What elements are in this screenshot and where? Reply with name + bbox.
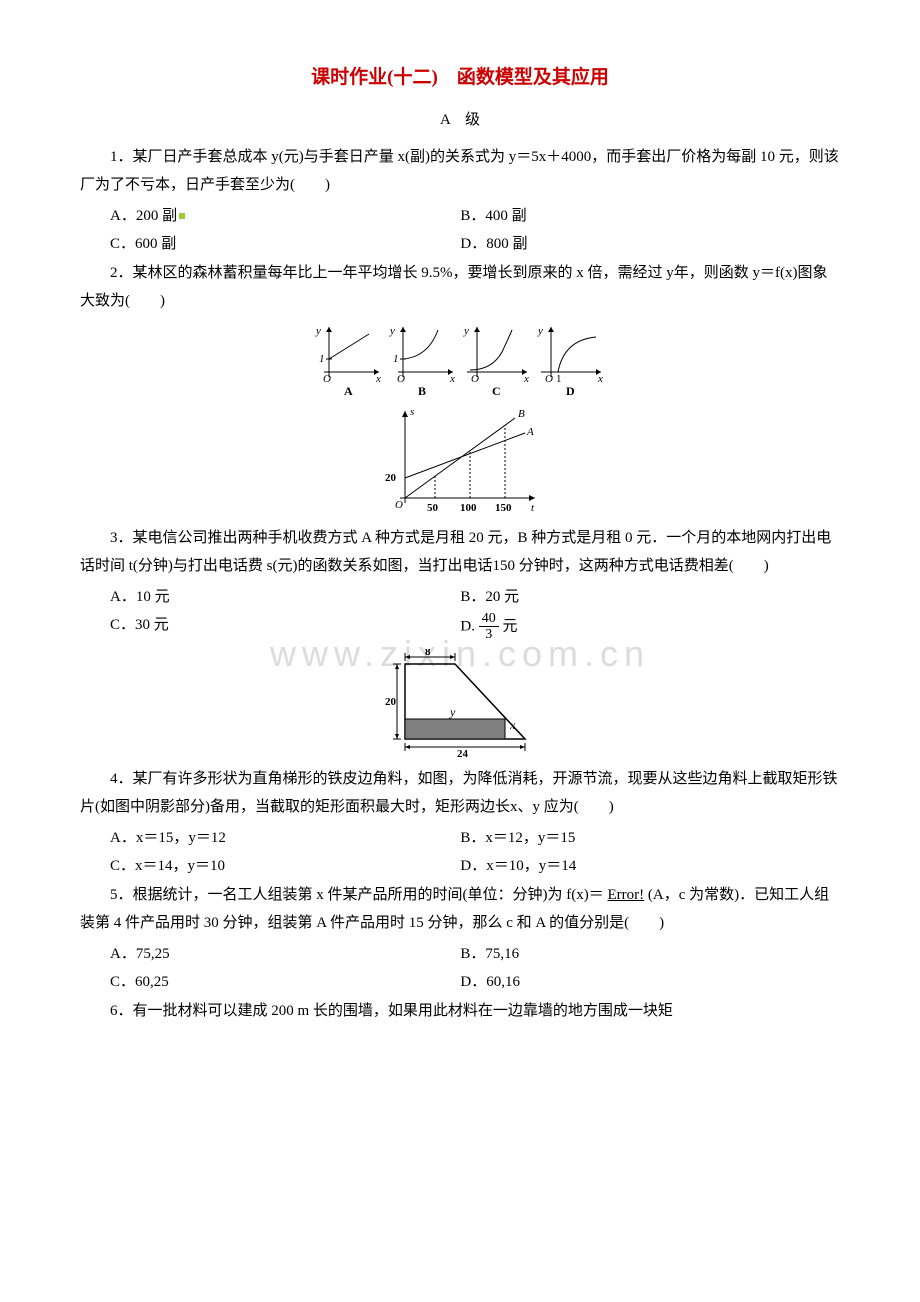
q5-text: 5．根据统计，一名工人组装第 x 件某产品所用的时间(单位：分钟)为 f(x)＝… (80, 881, 840, 938)
q4-text: 4．某厂有许多形状为直角梯形的铁皮边角料，如图，为降低消耗，开源节流，现要从这些… (80, 765, 840, 822)
q3-graph: O t s 20 B A 50 100 150 (375, 403, 545, 518)
q4-figure: 8 20 24 x y (80, 649, 840, 759)
content-area: 课时作业(十二) 函数模型及其应用 A 级 1．某厂日产手套总成本 y(元)与手… (80, 60, 840, 1025)
q2-graph-d: x y O 1 D (536, 322, 606, 397)
q4-d: D．x＝10，y＝14 (460, 852, 810, 881)
q1-d: D．800 副 (460, 230, 810, 259)
svg-text:A: A (344, 384, 353, 397)
q3-a: A．10 元 (110, 583, 460, 612)
q3-d-num: 40 (479, 611, 499, 627)
q2-figure-row: 1 x y O A 1 x y O B x y O C (80, 322, 840, 397)
svg-text:y: y (389, 325, 395, 337)
q3-text: 3．某电信公司推出两种手机收费方式 A 种方式是月租 20 元，B 种方式是月租… (80, 524, 840, 581)
svg-text:x: x (375, 373, 381, 385)
svg-text:x: x (509, 718, 516, 732)
svg-text:x: x (523, 373, 529, 385)
svg-text:B: B (518, 408, 525, 420)
q1-a: A．200 副 (110, 202, 460, 231)
q5-options: A．75,25 B．75,16 C．60,25 D．60,16 (110, 940, 840, 997)
svg-text:50: 50 (427, 502, 439, 514)
q3-figure: O t s 20 B A 50 100 150 (80, 403, 840, 518)
page-title: 课时作业(十二) 函数模型及其应用 (80, 60, 840, 96)
svg-text:20: 20 (385, 696, 397, 708)
svg-text:8: 8 (425, 649, 431, 658)
svg-text:B: B (418, 384, 426, 397)
q5-c: C．60,25 (110, 968, 460, 997)
q2-text: 2．某林区的森林蓄积量每年比上一年平均增长 9.5%，要增长到原来的 x 倍，需… (80, 259, 840, 316)
q1-options: A．200 副 B．400 副 C．600 副 D．800 副 (110, 202, 840, 259)
q3-d-fraction: 403 (479, 611, 499, 643)
svg-text:O: O (545, 373, 553, 385)
q5-a: A．75,25 (110, 940, 460, 969)
q3-c: C．30 元 (110, 611, 460, 643)
svg-text:x: x (597, 373, 603, 385)
q3-d-suffix: 元 (502, 618, 517, 634)
q2-graph-c: x y O C (462, 322, 532, 397)
q4-a: A．x＝15，y＝12 (110, 824, 460, 853)
svg-text:O: O (397, 373, 405, 385)
q5-b: B．75,16 (460, 940, 810, 969)
q3-options: A．10 元 B．20 元 C．30 元 D. 403 元 (110, 583, 840, 643)
svg-text:y: y (463, 325, 469, 337)
svg-text:100: 100 (460, 502, 477, 514)
svg-text:24: 24 (457, 748, 469, 759)
svg-text:t: t (531, 502, 535, 514)
q4-c: C．x＝14，y＝10 (110, 852, 460, 881)
marker-icon (179, 213, 185, 219)
q3-d-den: 3 (479, 627, 499, 642)
svg-text:O: O (323, 373, 331, 385)
svg-text:150: 150 (495, 502, 512, 514)
svg-text:D: D (566, 384, 575, 397)
svg-text:C: C (492, 384, 501, 397)
q4-b: B．x＝12，y＝15 (460, 824, 810, 853)
svg-text:s: s (410, 406, 414, 418)
svg-text:1: 1 (393, 353, 399, 365)
q1-c: C．600 副 (110, 230, 460, 259)
q1-b: B．400 副 (460, 202, 810, 231)
q4-graph: 8 20 24 x y (385, 649, 535, 759)
svg-text:y: y (449, 705, 456, 719)
svg-text:1: 1 (556, 373, 562, 385)
q2-graph-a: 1 x y O A (314, 322, 384, 397)
svg-text:y: y (315, 325, 321, 337)
q5-d: D．60,16 (460, 968, 810, 997)
svg-text:1: 1 (319, 353, 325, 365)
q5-text-a: 5．根据统计，一名工人组装第 x 件某产品所用的时间(单位：分钟)为 f(x)＝ (110, 887, 604, 903)
svg-text:20: 20 (385, 472, 397, 484)
svg-text:y: y (537, 325, 543, 337)
error-link[interactable]: Error! (607, 887, 644, 903)
svg-text:O: O (471, 373, 479, 385)
q3-b: B．20 元 (460, 583, 810, 612)
level-label: A 级 (80, 106, 840, 135)
svg-text:A: A (526, 426, 534, 438)
q2-graph-b: 1 x y O B (388, 322, 458, 397)
q6-text: 6．有一批材料可以建成 200 m 长的围墙，如果用此材料在一边靠墙的地方围成一… (80, 997, 840, 1026)
q1-a-text: A．200 副 (110, 208, 177, 224)
svg-text:x: x (449, 373, 455, 385)
q3-d: D. 403 元 (460, 611, 810, 643)
q1-text: 1．某厂日产手套总成本 y(元)与手套日产量 x(副)的关系式为 y＝5x＋40… (80, 143, 840, 200)
q3-d-prefix: D. (460, 618, 475, 634)
svg-text:O: O (395, 499, 403, 511)
q4-options: A．x＝15，y＝12 B．x＝12，y＝15 C．x＝14，y＝10 D．x＝… (110, 824, 840, 881)
